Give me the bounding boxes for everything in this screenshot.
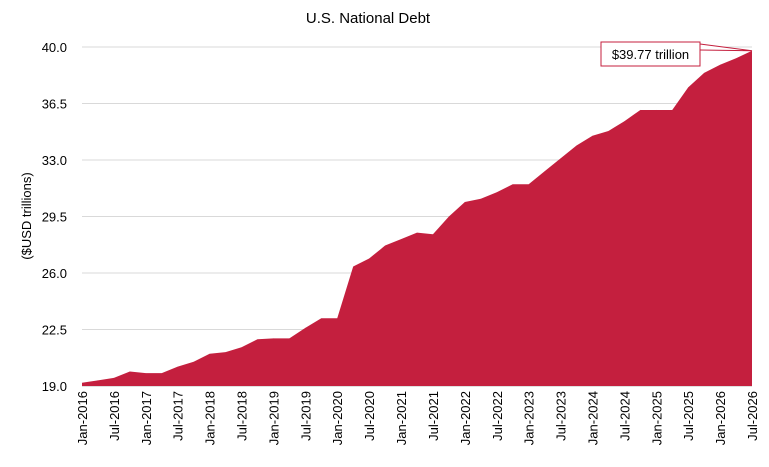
chart-title: U.S. National Debt (306, 10, 431, 27)
x-tick-label: Jul-2022 (490, 391, 505, 441)
debt-area (82, 50, 752, 387)
x-tick-label: Jul-2023 (554, 391, 569, 441)
y-tick-label: 40.0 (42, 40, 67, 55)
x-tick-label: Jul-2026 (745, 391, 760, 441)
y-tick-label: 26.0 (42, 266, 67, 281)
y-axis-label: ($USD trillions) (19, 172, 34, 259)
callout-pointer (699, 43, 753, 52)
x-tick-label: Jul-2021 (426, 391, 441, 441)
x-tick-label: Jan-2017 (139, 391, 154, 445)
area-series (82, 50, 752, 387)
y-tick-label: 36.5 (42, 97, 67, 112)
y-tick-label: 29.5 (42, 210, 67, 225)
x-tick-label: Jan-2019 (266, 391, 281, 445)
x-axis-ticks: Jan-2016 Jul-2016 Jan-2017 Jul-2017 Jan-2018… (75, 391, 760, 445)
callout-box (600, 41, 701, 67)
callout-label: $39.77 trillion (612, 47, 689, 62)
x-tick-label: Jan-2026 (713, 391, 728, 445)
y-tick-label: 33.0 (42, 153, 67, 168)
x-tick-label: Jan-2016 (75, 391, 90, 445)
x-tick-label: Jul-2025 (681, 391, 696, 441)
y-tick-label: 19.0 (42, 379, 67, 394)
y-tick-label: 22.5 (42, 323, 67, 338)
x-tick-label: Jul-2024 (617, 391, 632, 441)
x-tick-label: Jul-2018 (235, 391, 250, 441)
x-tick-label: Jul-2016 (107, 391, 122, 441)
x-tick-label: Jan-2023 (522, 391, 537, 445)
data-points (81, 50, 753, 383)
x-tick-label: Jan-2024 (585, 391, 600, 445)
x-tick-label: Jan-2020 (330, 391, 345, 445)
x-tick-label: Jul-2020 (362, 391, 377, 441)
x-tick-label: Jan-2025 (649, 391, 664, 445)
value-callout: $39.77 trillion (600, 41, 753, 67)
x-tick-label: Jan-2022 (458, 391, 473, 445)
x-tick-label: Jan-2018 (203, 391, 218, 445)
x-tick-label: Jul-2019 (298, 391, 313, 441)
y-axis-ticks: 19.0 22.5 26.0 29.5 33.0 36.5 40.0 (42, 40, 67, 394)
x-tick-label: Jan-2021 (394, 391, 409, 445)
x-tick-label: Jul-2017 (171, 391, 186, 441)
